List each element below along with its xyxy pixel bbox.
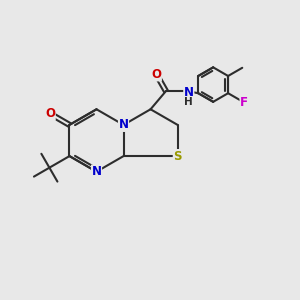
Text: F: F — [240, 96, 248, 109]
Text: N: N — [92, 165, 101, 178]
Text: O: O — [45, 107, 55, 120]
Text: H: H — [184, 97, 193, 106]
Text: N: N — [118, 118, 128, 131]
Text: O: O — [151, 68, 161, 81]
Text: N: N — [184, 86, 194, 99]
Text: S: S — [173, 150, 182, 163]
